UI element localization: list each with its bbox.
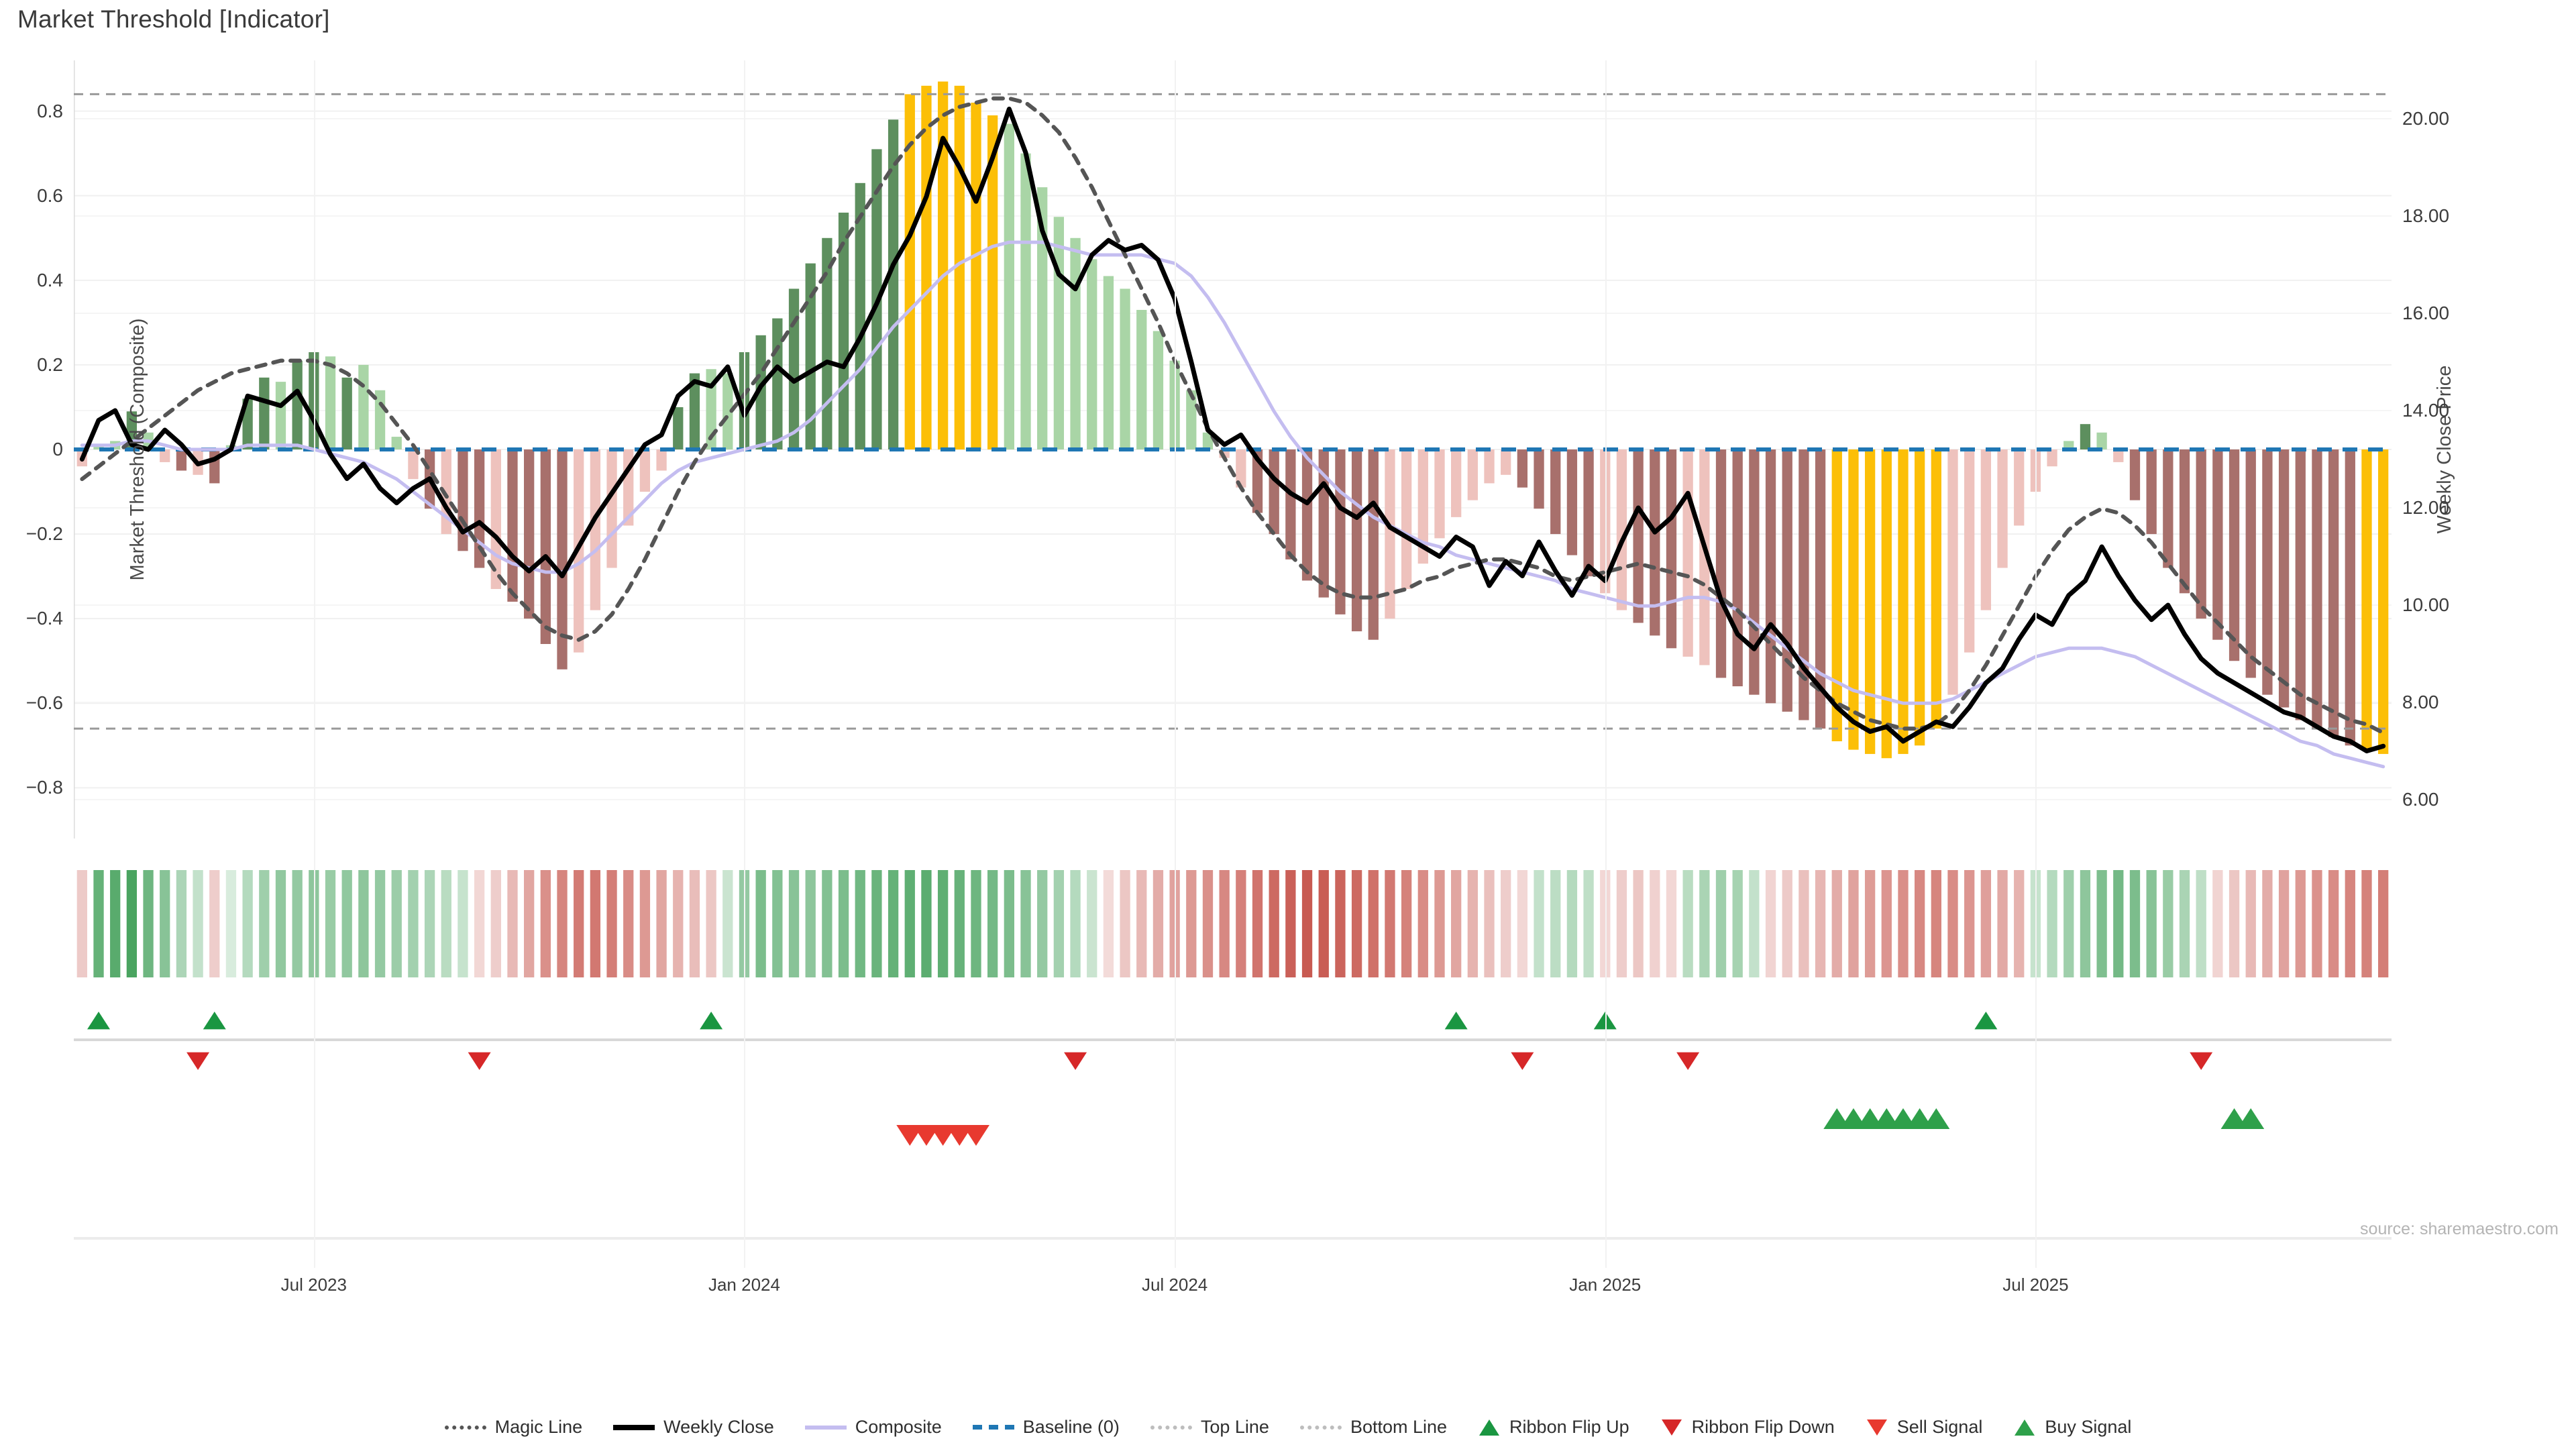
y-tick-right: 12.00 (2402, 497, 2450, 518)
y-tick-right: 20.00 (2402, 108, 2450, 129)
legend-label: Buy Signal (2045, 1417, 2132, 1437)
buy-signal-marker (2237, 1108, 2265, 1129)
legend-line-swatch (1150, 1425, 1192, 1430)
legend-label: Magic Line (494, 1417, 583, 1437)
ribbon-flip-down-marker (1064, 1052, 1087, 1070)
legend-item[interactable]: Sell Signal (1866, 1417, 1983, 1438)
x-gridline (1605, 60, 1607, 1268)
legend-label: Composite (855, 1417, 942, 1437)
ribbon-flip-down-marker (186, 1052, 210, 1070)
legend-item[interactable]: Magic Line (444, 1417, 583, 1438)
ribbon-flip-down-marker (1676, 1052, 1700, 1070)
y-tick-left: −0.8 (25, 777, 63, 798)
main-plot-area: Market Threshold (Composite) Weekly Clos… (26, 60, 2455, 839)
legend-triangle-up-icon (2015, 1419, 2035, 1436)
legend-label: Weekly Close (663, 1417, 774, 1437)
buy-sell-signal-svg (74, 1108, 2392, 1240)
y-tick-left: 0.4 (37, 269, 63, 290)
x-tick-label: Jul 2023 (280, 1275, 347, 1295)
ribbon-flip-down-marker (1511, 1052, 1534, 1070)
legend-label: Bottom Line (1350, 1417, 1448, 1437)
ribbon-flip-svg (74, 1012, 2392, 1070)
legend-triangle-up-icon (1479, 1419, 1500, 1436)
y-tick-right: 8.00 (2402, 692, 2439, 712)
legend-label: Ribbon Flip Down (1691, 1417, 1835, 1437)
buy-signal-marker (1923, 1108, 1950, 1129)
ribbon-heatmap-svg (76, 870, 2389, 977)
y-tick-left: 0 (52, 439, 63, 460)
x-gridline (2035, 60, 2037, 1268)
x-tick-label: Jan 2024 (708, 1275, 780, 1295)
y-tick-left: −0.4 (25, 608, 63, 629)
ribbon-flip-up-marker (87, 1012, 111, 1030)
legend-item[interactable]: Weekly Close (613, 1417, 774, 1438)
y-tick-right: 16.00 (2402, 303, 2450, 323)
y-tick-right: 18.00 (2402, 205, 2450, 226)
y-tick-left: −0.6 (25, 692, 63, 714)
y-axis-ticks-right: 6.00 8.00 10.00 12.00 14.00 16.00 18.00 20.00 (74, 60, 2449, 839)
legend-label: Top Line (1200, 1417, 1269, 1437)
x-tick-label: Jul 2024 (1141, 1275, 1208, 1295)
ribbon-heatmap-panel (74, 867, 2392, 994)
legend-item[interactable]: Ribbon Flip Down (1660, 1417, 1835, 1438)
legend-line-swatch (1299, 1425, 1342, 1430)
x-axis: Jul 2023 Jan 2024 Jul 2024 Jan 2025 Jul 2025 (74, 60, 2392, 1315)
x-gridline (1175, 60, 1177, 1268)
y-tick-left: 0.8 (37, 100, 63, 121)
legend-label: Sell Signal (1896, 1417, 1983, 1437)
ribbon-flip-down-marker (468, 1052, 491, 1070)
ribbon-flip-up-marker (1444, 1012, 1468, 1030)
ribbon-flip-panel (74, 1000, 2392, 1080)
y-axis-ticks-left: −0.8 −0.6 −0.4 −0.2 0 0.2 0.4 0.6 0.8 (26, 60, 2392, 839)
legend-item[interactable]: Composite (804, 1417, 942, 1438)
legend-line-swatch (613, 1424, 655, 1430)
y-tick-right: 10.00 (2402, 594, 2450, 615)
legend-item[interactable]: Top Line (1150, 1417, 1269, 1438)
legend-item[interactable]: Buy Signal (2013, 1417, 2131, 1438)
y-tick-left: −0.2 (25, 523, 63, 545)
legend-triangle-down-icon (1866, 1419, 1887, 1436)
sell-signal-marker (962, 1125, 989, 1146)
chart-legend: Magic Line Weekly Close Composite Baseline … (0, 1417, 2576, 1438)
source-note: source: sharemaestro.com (2360, 1220, 2559, 1238)
legend-triangle-down-icon (1661, 1419, 1682, 1436)
legend-item[interactable]: Baseline (0) (972, 1417, 1120, 1438)
y-tick-right: 6.00 (2402, 789, 2439, 810)
ribbon-flip-up-marker (1974, 1012, 1998, 1030)
legend-label: Ribbon Flip Up (1509, 1417, 1629, 1437)
ribbon-flip-up-marker (203, 1012, 226, 1030)
legend-label: Baseline (0) (1022, 1417, 1120, 1437)
x-gridline (744, 60, 746, 1268)
page-title: Market Threshold [Indicator] (17, 5, 330, 33)
legend-line-swatch (804, 1425, 847, 1430)
legend-item[interactable]: Ribbon Flip Up (1478, 1417, 1629, 1438)
x-tick-label: Jan 2025 (1569, 1275, 1642, 1295)
legend-item[interactable]: Bottom Line (1299, 1417, 1448, 1438)
indicator-chart-svg (72, 60, 2392, 839)
ribbon-flip-up-marker (700, 1012, 723, 1030)
ribbon-flip-down-marker (2190, 1052, 2213, 1070)
y-tick-right: 14.00 (2402, 400, 2450, 421)
legend-line-swatch (972, 1425, 1014, 1430)
x-gridline (313, 60, 315, 1268)
buy-sell-signal-panel (74, 1087, 2392, 1241)
legend-line-swatch (444, 1425, 486, 1430)
y-tick-left: 0.6 (37, 184, 63, 206)
y-tick-left: 0.2 (37, 354, 63, 375)
x-tick-label: Jul 2025 (2002, 1275, 2069, 1295)
